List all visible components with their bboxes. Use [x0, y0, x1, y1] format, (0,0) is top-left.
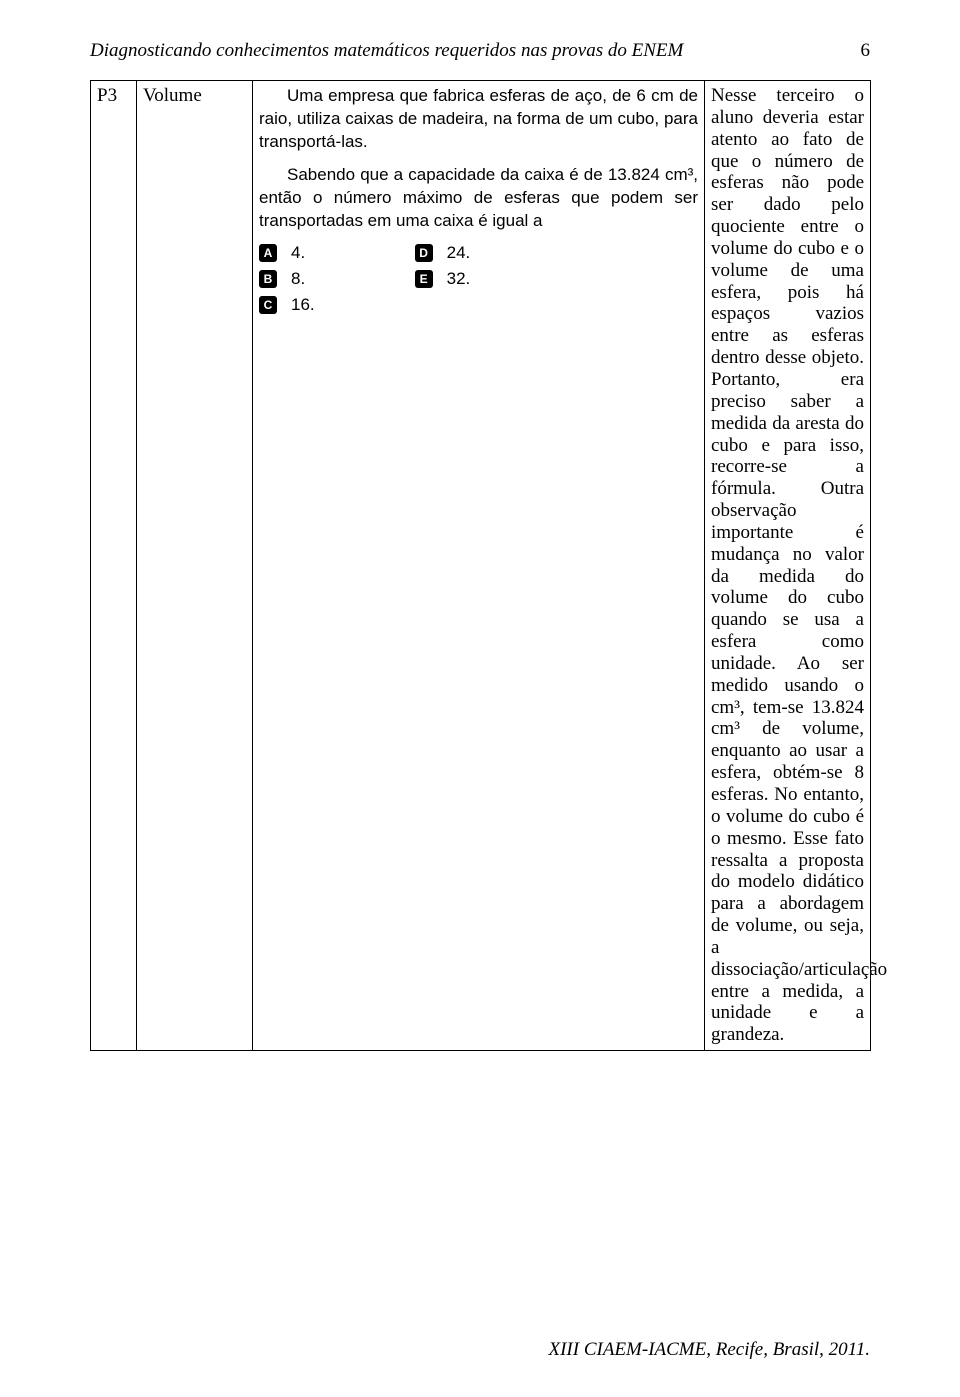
topic-cell: Volume [137, 81, 253, 1051]
answer-value: 24. [447, 243, 471, 263]
answer-letter-icon: C [259, 296, 277, 314]
answer-value: 32. [447, 269, 471, 289]
answer-letter-icon: D [415, 244, 433, 262]
answer-value: 16. [291, 295, 315, 315]
analysis-cell: Nesse terceiro o aluno deveria estar ate… [705, 81, 871, 1051]
answer-letter-icon: B [259, 270, 277, 288]
question-paragraph-1: Uma empresa que fabrica esferas de aço, … [259, 85, 698, 154]
question-cell: Uma empresa que fabrica esferas de aço, … [253, 81, 705, 1051]
answers-col-right: D 24. E 32. [415, 243, 471, 315]
answer-option-e: E 32. [415, 269, 471, 289]
table-row: P3 Volume Uma empresa que fabrica esfera… [91, 81, 871, 1051]
answer-option-c: C 16. [259, 295, 315, 315]
content-table: P3 Volume Uma empresa que fabrica esfera… [90, 80, 871, 1051]
answer-option-d: D 24. [415, 243, 471, 263]
question-paragraph-2: Sabendo que a capacidade da caixa é de 1… [259, 164, 698, 233]
answers-col-left: A 4. B 8. C 16. [259, 243, 315, 315]
answers-block: A 4. B 8. C 16. D 24. [259, 243, 698, 315]
row-id-cell: P3 [91, 81, 137, 1051]
answer-letter-icon: E [415, 270, 433, 288]
answer-value: 8. [291, 269, 305, 289]
answer-option-b: B 8. [259, 269, 315, 289]
footer-text: XIII CIAEM-IACME, Recife, Brasil, 2011. [549, 1339, 871, 1361]
page-number: 6 [861, 40, 871, 62]
answer-value: 4. [291, 243, 305, 263]
answer-option-a: A 4. [259, 243, 315, 263]
header-title: Diagnosticando conhecimentos matemáticos… [90, 40, 683, 62]
answer-letter-icon: A [259, 244, 277, 262]
